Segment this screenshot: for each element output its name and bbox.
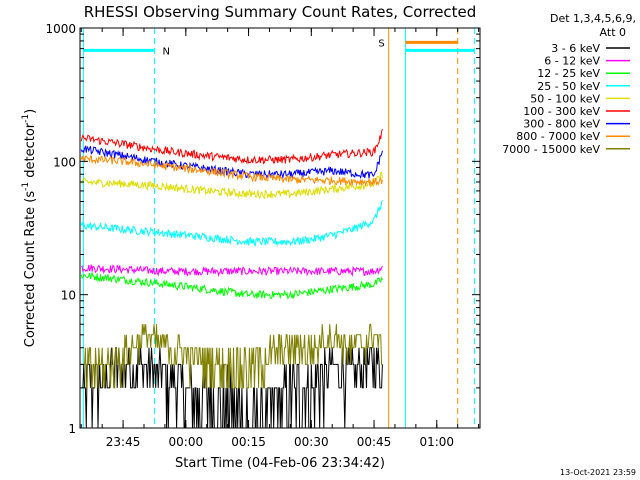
y-tick-label: 1000 bbox=[45, 22, 76, 36]
legend-label: 25 - 50 keV bbox=[537, 80, 600, 93]
legend-label: 3 - 6 keV bbox=[551, 42, 600, 55]
series-layer bbox=[80, 128, 383, 428]
series-line bbox=[80, 264, 383, 278]
series-line bbox=[80, 271, 383, 300]
y-axis-label-main: Corrected Count Rate (s bbox=[23, 191, 38, 348]
footer-date: 13-Oct-2021 23:59 bbox=[560, 468, 636, 477]
x-tick-label: 00:00 bbox=[169, 435, 204, 449]
x-tick-label: 00:45 bbox=[357, 435, 392, 449]
x-tick-label: 23:45 bbox=[106, 435, 141, 449]
legend-label: 300 - 800 keV bbox=[523, 118, 600, 131]
y-axis-label: Corrected Count Rate (s-1 detector-1) bbox=[21, 109, 38, 347]
series-line bbox=[80, 155, 383, 187]
y-tick-label: 10 bbox=[61, 289, 76, 303]
legend-label: 12 - 25 keV bbox=[537, 67, 600, 80]
axis-layer: 1 10 100 1000 23:45 00:00 00:15 00:30 00:45 01:00 bbox=[45, 22, 480, 449]
x-tick-label: 01:00 bbox=[419, 435, 454, 449]
annotation-label: S bbox=[378, 38, 384, 49]
plot-frame bbox=[79, 27, 481, 429]
x-tick-label: 00:15 bbox=[231, 435, 266, 449]
y-axis-label-exp1: -1 bbox=[21, 182, 31, 191]
y-axis-label-exp2: -1 bbox=[21, 114, 31, 123]
legend-label: 800 - 7000 keV bbox=[516, 130, 600, 143]
legend-header-line1: Det 1,3,4,5,6,9, bbox=[550, 12, 636, 25]
x-tick-label: 00:30 bbox=[294, 435, 329, 449]
legend-label: 100 - 300 keV bbox=[523, 105, 600, 118]
series-line bbox=[80, 171, 383, 200]
series-line bbox=[80, 200, 383, 247]
y-axis-label-end: ) bbox=[23, 109, 38, 114]
y-axis-label-mid: detector bbox=[23, 122, 38, 182]
y-tick-label: 1 bbox=[68, 422, 76, 436]
legend-label: 6 - 12 keV bbox=[544, 55, 600, 68]
annotation-layer: NS bbox=[82, 28, 475, 428]
y-tick-label: 100 bbox=[53, 155, 76, 169]
series-line bbox=[81, 323, 383, 389]
legend-header-line2: Att 0 bbox=[600, 26, 626, 39]
legend-label: 7000 - 15000 keV bbox=[502, 143, 600, 156]
series-line bbox=[80, 128, 383, 165]
annotation-label: N bbox=[162, 46, 169, 57]
chart-title: RHESSI Observing Summary Count Rates, Co… bbox=[84, 3, 477, 21]
x-axis-label: Start Time (04-Feb-06 23:34:42) bbox=[175, 456, 385, 471]
legend-label: 50 - 100 keV bbox=[530, 92, 600, 105]
